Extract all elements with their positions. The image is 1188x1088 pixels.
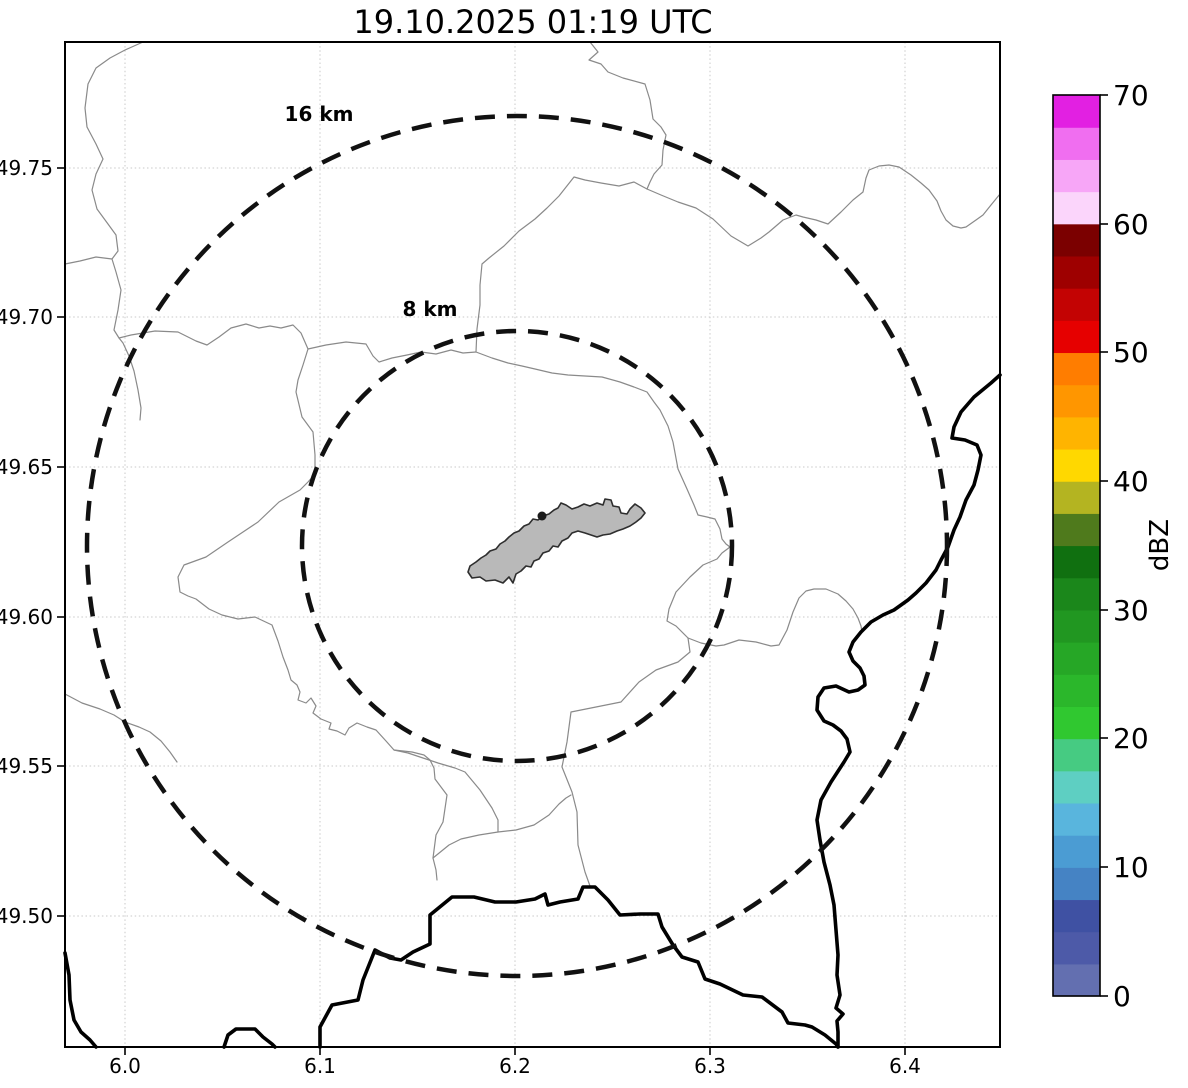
- colorbar-tick-label: 60: [1113, 208, 1149, 241]
- colorbar-tick-label: 0: [1113, 980, 1131, 1013]
- colorbar-band: [1053, 223, 1100, 257]
- admin-line: [666, 546, 863, 647]
- y-axis-tick-labels: 49.75 49.70 49.65 49.60 49.55 49.50: [0, 156, 53, 928]
- border-line-east: [815, 373, 1002, 1049]
- colorbar-bands: [1053, 95, 1100, 997]
- colorbar-band: [1053, 577, 1100, 611]
- colorbar-band: [1053, 288, 1100, 321]
- national-border-lines: [63, 373, 1002, 1049]
- colorbar-tick-label: 40: [1113, 465, 1149, 498]
- admin-line: [393, 749, 448, 881]
- radar-site-marker: [537, 511, 547, 521]
- colorbar-band: [1053, 352, 1100, 386]
- colorbar-band: [1053, 127, 1100, 160]
- admin-line: [475, 176, 731, 548]
- colorbar-band: [1053, 931, 1100, 965]
- colorbar-band: [1053, 481, 1100, 514]
- gridlines: [65, 42, 1000, 1047]
- colorbar-band: [1053, 545, 1100, 579]
- border-line-southwest: [63, 951, 98, 1049]
- colorbar-band: [1053, 738, 1100, 772]
- admin-line: [177, 348, 499, 833]
- colorbar-band: [1053, 159, 1100, 193]
- colorbar-tick-label: 10: [1113, 851, 1149, 884]
- colorbar-band: [1053, 835, 1100, 868]
- y-tick-label: 49.75: [0, 156, 53, 180]
- colorbar-tick-marks: [1100, 94, 1108, 997]
- colorbar-tick-labels: 70 60 50 40 30 20 10 0: [1113, 79, 1149, 1013]
- colorbar-band: [1053, 384, 1100, 418]
- colorbar-tick-label: 30: [1113, 594, 1149, 627]
- admin-line: [64, 693, 178, 763]
- admin-line: [118, 323, 477, 363]
- colorbar-band: [1053, 963, 1100, 997]
- colorbar-band: [1053, 802, 1100, 836]
- colorbar-unit-label: dBZ: [1145, 519, 1175, 571]
- admin-line: [561, 637, 691, 887]
- border-line-south: [318, 885, 840, 1049]
- colorbar-band: [1053, 899, 1100, 933]
- y-tick-label: 49.70: [0, 305, 53, 329]
- x-tick-label: 6.0: [109, 1054, 141, 1078]
- colorbar-band: [1053, 191, 1100, 225]
- colorbar-band: [1053, 674, 1100, 707]
- colorbar-band: [1053, 642, 1100, 675]
- range-ring-8km-label: 8 km: [402, 297, 457, 321]
- x-tick-label: 6.2: [499, 1054, 531, 1078]
- plot-frame: [64, 41, 1001, 1048]
- y-tick-label: 49.50: [0, 904, 53, 928]
- admin-line: [432, 794, 572, 859]
- admin-line: [64, 256, 113, 265]
- colorbar-band: [1053, 770, 1100, 804]
- colorbar-band: [1053, 609, 1100, 643]
- colorbar-tick-label: 20: [1113, 722, 1149, 755]
- axis-tick-marks: [57, 167, 906, 1055]
- colorbar-tick-label: 70: [1113, 79, 1149, 112]
- range-ring-16km-label: 16 km: [285, 102, 354, 126]
- colorbar-band: [1053, 706, 1100, 740]
- range-ring-8km: [299, 328, 735, 764]
- colorbar-band: [1053, 320, 1100, 354]
- city-boundary-polygon: [467, 498, 646, 584]
- admin-boundary-lines: [64, 41, 1001, 887]
- admin-line: [84, 41, 144, 421]
- border-line-bump: [222, 1027, 277, 1049]
- colorbar-frame: [1052, 94, 1101, 997]
- admin-line: [588, 41, 667, 190]
- range-ring-16km: [84, 113, 950, 979]
- y-tick-label: 49.55: [0, 754, 53, 778]
- x-tick-label: 6.4: [889, 1054, 921, 1078]
- range-rings: 16 km 8 km: [84, 102, 950, 979]
- colorbar-band: [1053, 448, 1100, 482]
- colorbar-band: [1053, 513, 1100, 547]
- colorbar-band: [1053, 416, 1100, 450]
- colorbar-band: [1053, 867, 1100, 901]
- plot-title: 19.10.2025 01:19 UTC: [353, 3, 712, 41]
- y-tick-label: 49.65: [0, 455, 53, 479]
- x-tick-label: 6.3: [694, 1054, 726, 1078]
- colorbar-tick-label: 50: [1113, 336, 1149, 369]
- colorbar-band: [1053, 255, 1100, 289]
- x-tick-label: 6.1: [304, 1054, 336, 1078]
- y-tick-label: 49.60: [0, 605, 53, 629]
- x-axis-tick-labels: 6.0 6.1 6.2 6.3 6.4: [109, 1054, 921, 1078]
- colorbar-band: [1053, 95, 1100, 128]
- admin-line: [646, 164, 1001, 247]
